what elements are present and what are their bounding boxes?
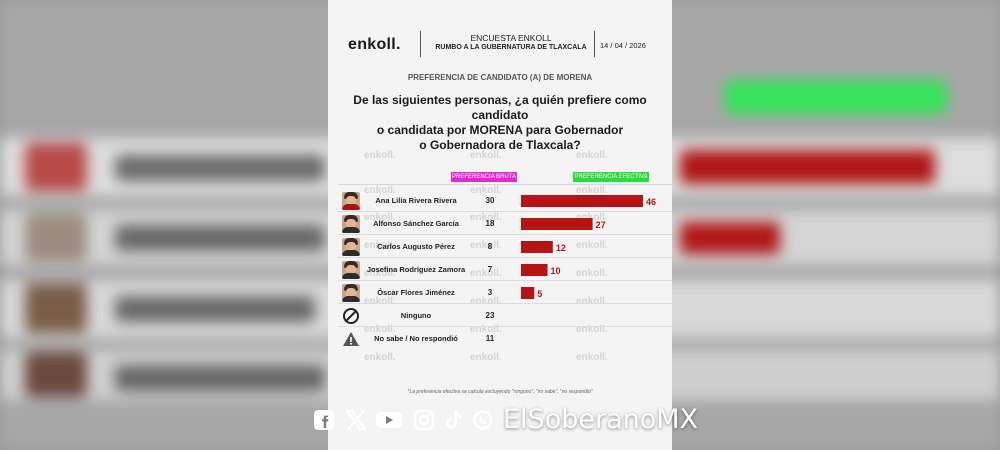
survey-card: enkoll. enkoll. enkoll. enkoll. enkoll. enkol… — [328, 0, 672, 450]
candidate-row: Alfonso Sánchez García 18 — [328, 213, 672, 235]
watermark: enkoll. — [470, 296, 502, 307]
efectiva-value-label: 10 — [551, 266, 561, 276]
enkoll-logo: enkoll. — [348, 36, 401, 53]
watermark: enkoll. — [364, 352, 396, 363]
watermark: enkoll. — [364, 296, 396, 307]
question-line: De las siguientes personas, ¿a quién pre… — [353, 93, 647, 122]
candidate-name: Ana Lilia Rivera Rivera — [375, 196, 457, 205]
watermark: enkoll. — [576, 185, 608, 196]
candidate-name: No sabe / No respondió — [374, 334, 458, 343]
candidate-name: Josefina Rodríguez Zamora — [366, 265, 466, 274]
footnote: *La preferencia efectiva se calcula excl… — [407, 389, 593, 395]
row-divider — [338, 257, 672, 258]
watermark: enkoll. — [364, 185, 396, 196]
watermark: enkoll. — [470, 240, 502, 251]
row-divider — [338, 303, 672, 304]
candidate-photo — [342, 261, 360, 279]
candidate-row: Ninguno 23 — [328, 305, 672, 327]
efectiva-bar — [521, 195, 643, 207]
candidate-photo — [342, 192, 360, 210]
bruta-value-label: 11 — [485, 334, 495, 343]
watermark: enkoll. — [576, 268, 608, 279]
efectiva-bar — [521, 264, 548, 276]
candidate-row: Ana Lilia Rivera Rivera 30 — [328, 190, 672, 212]
row-divider — [338, 211, 672, 212]
row-divider — [338, 326, 672, 327]
row-divider — [338, 280, 672, 281]
youtube-icon[interactable] — [375, 409, 403, 431]
bruta-value-label: 3 — [487, 288, 493, 297]
header-divider — [594, 31, 595, 57]
watermark: enkoll. — [470, 352, 502, 363]
watermark: enkoll. — [364, 324, 396, 335]
efectiva-value-label: 27 — [596, 220, 606, 230]
survey-title: ENCUESTA ENKOLL — [470, 33, 552, 43]
candidate-row: Josefina Rodríguez Zamora 7 — [328, 259, 672, 281]
bruta-value-label: 30 — [485, 196, 495, 205]
row-divider — [338, 234, 672, 235]
watermark: enkoll. — [470, 268, 502, 279]
bruta-value-label: 7 — [487, 265, 493, 274]
watermark: enkoll. — [576, 212, 608, 223]
facebook-icon[interactable] — [313, 409, 335, 431]
bruta-value-label: 8 — [487, 242, 493, 251]
efectiva-bar — [521, 241, 553, 253]
candidate-name: Carlos Augusto Pérez — [377, 242, 455, 251]
efectiva-value-label: 46 — [646, 197, 656, 207]
bruta-value-label: 23 — [485, 311, 495, 320]
warning-icon — [343, 332, 359, 346]
chart-subtitle: PREFERENCIA DE CANDIDATO (A) DE MORENA — [407, 73, 593, 82]
survey-date: 14 / 04 / 2026 — [600, 41, 646, 50]
question-line: o Gobernadora de Tlaxcala? — [419, 138, 581, 152]
whatsapp-icon[interactable] — [472, 409, 494, 431]
bruta-value-label: 18 — [485, 219, 495, 228]
question-line: o candidata por MORENA para Gobernador — [376, 123, 624, 137]
x-icon[interactable] — [345, 409, 367, 431]
legend-preferencia-efectiva: PREFERENCIA EFECTIVA — [573, 172, 649, 182]
candidate-photo — [342, 238, 360, 256]
watermark: enkoll. — [576, 150, 608, 161]
watermark: enkoll. — [364, 268, 396, 279]
candidate-name: Ninguno — [400, 311, 432, 320]
candidate-name: Óscar Flores Jiménez — [377, 288, 455, 297]
candidate-row: Carlos Augusto Pérez 8 — [328, 236, 672, 258]
candidate-row: No sabe / No respondió 11 — [328, 328, 672, 350]
watermark: enkoll. — [576, 296, 608, 307]
efectiva-bar-chart: 46 27 12 10 5 — [521, 195, 656, 299]
social-bar: ElSoberanoMX — [0, 400, 1000, 440]
efectiva-value-label: 12 — [556, 243, 566, 253]
watermark: enkoll. — [470, 212, 502, 223]
candidate-name: Alfonso Sánchez García — [373, 219, 459, 228]
efectiva-value-label: 5 — [537, 289, 542, 299]
efectiva-bar — [521, 287, 535, 299]
watermark: enkoll. — [470, 324, 502, 335]
legend-preferencia-bruta: PREFERENCIA BRUTA — [451, 172, 517, 182]
watermark: enkoll. — [364, 212, 396, 223]
social-handle[interactable]: ElSoberanoMX — [503, 404, 699, 435]
candidate-photo — [342, 215, 360, 233]
watermark: enkoll. — [576, 240, 608, 251]
candidate-photo — [342, 284, 360, 302]
watermark: enkoll. — [364, 240, 396, 251]
survey-subtitle: RUMBO A LA GUBERNATURA DE TLAXCALA — [435, 44, 587, 51]
watermark: enkoll. — [364, 150, 396, 161]
header-divider — [420, 31, 421, 57]
watermark: enkoll. — [470, 150, 502, 161]
watermark: enkoll. — [576, 352, 608, 363]
chart-frame — [338, 184, 672, 354]
no-entry-icon — [343, 308, 359, 324]
tiktok-icon[interactable] — [442, 409, 464, 431]
candidate-row: Óscar Flores Jiménez 3 — [328, 282, 672, 304]
card-header: enkoll. ENCUESTA ENKOLL RUMBO A LA GUBER… — [328, 28, 672, 62]
efectiva-bar — [521, 218, 593, 230]
watermark: enkoll. — [470, 185, 502, 196]
watermark: enkoll. — [576, 324, 608, 335]
survey-question: De las siguientes personas, ¿a quién pre… — [336, 93, 664, 153]
instagram-icon[interactable] — [413, 409, 435, 431]
